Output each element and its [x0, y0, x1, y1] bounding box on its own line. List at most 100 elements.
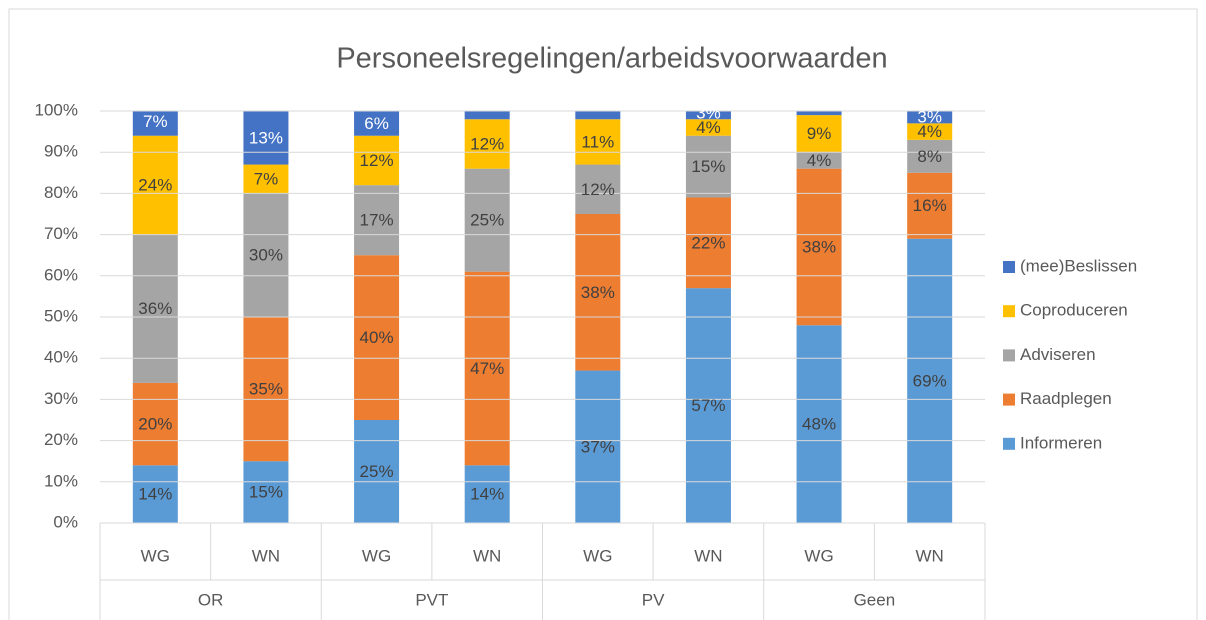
data-label: 4%	[696, 118, 721, 137]
data-label: 12%	[360, 151, 394, 170]
bar-segment	[464, 465, 510, 523]
bar-segment	[685, 111, 731, 120]
bar-segment	[354, 420, 400, 523]
data-label: 15%	[249, 483, 283, 502]
bar-segment	[685, 119, 731, 136]
data-label: 36%	[138, 299, 172, 318]
data-label: 25%	[360, 462, 394, 481]
bar-segment	[907, 139, 953, 173]
bar-segment	[796, 115, 842, 153]
x-tick-label: WN	[694, 546, 722, 565]
bar-segment	[796, 111, 842, 116]
bar-segment	[907, 238, 953, 523]
data-label: 8%	[917, 147, 942, 166]
bar-segment	[907, 123, 953, 140]
data-label: 3%	[917, 108, 942, 127]
bar-segment	[132, 111, 178, 136]
data-label: 15%	[691, 157, 725, 176]
x-tick-label: WN	[473, 546, 501, 565]
x-tick-label: WG	[583, 546, 612, 565]
x-tick-label: WG	[804, 546, 833, 565]
bar-segment	[243, 193, 289, 317]
data-label: 6%	[364, 114, 389, 133]
legend-label: Informeren	[1020, 433, 1102, 452]
bar-segment	[132, 465, 178, 523]
data-label: 37%	[581, 437, 615, 456]
data-label: 47%	[470, 359, 504, 378]
x-tick-label: WG	[141, 546, 170, 565]
data-label: 17%	[360, 211, 394, 230]
bar-segment	[907, 172, 953, 239]
bar-segment	[685, 288, 731, 523]
data-label: 9%	[807, 124, 832, 143]
data-label: 11%	[581, 132, 614, 151]
data-label: 35%	[249, 380, 283, 399]
bar-segment	[354, 135, 400, 186]
legend-swatch	[1003, 437, 1015, 450]
bar-segment	[685, 197, 731, 289]
y-tick-label: 50%	[44, 306, 78, 325]
data-label: 7%	[254, 169, 279, 188]
legend-label: Adviseren	[1020, 345, 1096, 364]
bar-segment	[243, 164, 289, 194]
data-label: 7%	[143, 112, 168, 131]
data-label: 48%	[802, 415, 836, 434]
legend-label: Raadplegen	[1020, 389, 1112, 408]
bar-segment	[464, 119, 510, 169]
bar-segment	[575, 111, 621, 120]
bar-segment	[243, 461, 289, 523]
data-label: 38%	[581, 283, 615, 302]
data-label: 57%	[691, 396, 725, 415]
bar-segment	[575, 370, 621, 523]
legend-swatch	[1003, 305, 1015, 318]
bar-segment	[796, 152, 842, 169]
legend-swatch	[1003, 261, 1015, 273]
y-tick-label: 60%	[44, 265, 78, 284]
data-label: 14%	[470, 485, 504, 504]
group-label: Geen	[854, 590, 896, 609]
y-tick-label: 40%	[44, 348, 78, 367]
bar-segment	[354, 185, 400, 256]
legend-swatch	[1003, 393, 1015, 406]
chart-title: Personeelsregelingen/arbeidsvoorwaarden	[336, 43, 887, 75]
data-label: 4%	[807, 151, 832, 170]
legend-label: (mee)Beslissen	[1020, 256, 1137, 275]
y-tick-label: 30%	[44, 389, 78, 408]
x-tick-label: WG	[362, 546, 391, 565]
bar-segment	[575, 119, 621, 165]
data-label: 40%	[360, 328, 394, 347]
data-label: 24%	[138, 176, 172, 195]
legend-swatch	[1003, 349, 1015, 362]
x-tick-label: WN	[916, 546, 944, 565]
data-label: 20%	[138, 415, 172, 434]
data-label: 38%	[802, 237, 836, 256]
y-tick-label: 10%	[44, 471, 78, 490]
data-label: 12%	[470, 134, 504, 153]
bar-segment	[464, 168, 510, 272]
data-label: 25%	[470, 211, 504, 230]
legend-label: Coproduceren	[1020, 301, 1128, 320]
y-tick-label: 20%	[44, 430, 78, 449]
bar-segment	[796, 168, 842, 326]
data-label: 16%	[913, 196, 947, 215]
data-label: 12%	[581, 180, 615, 199]
bar-segment	[464, 271, 510, 466]
data-label: 69%	[913, 371, 947, 390]
chart-border	[8, 8, 1198, 620]
data-label: 13%	[249, 128, 283, 147]
bar-segment	[907, 111, 953, 124]
data-label: 14%	[138, 485, 172, 504]
group-label: OR	[198, 590, 224, 609]
bar-segment	[575, 214, 621, 371]
bar-segment	[132, 382, 178, 466]
bar-segment	[243, 317, 289, 462]
data-label: 30%	[249, 246, 283, 265]
bar-segment	[354, 255, 400, 420]
bar-segment	[354, 111, 400, 136]
y-tick-label: 70%	[44, 224, 78, 243]
data-label: 22%	[691, 233, 725, 252]
y-tick-label: 100%	[35, 100, 78, 119]
group-label: PVT	[415, 590, 448, 609]
bar-segment	[575, 164, 621, 214]
